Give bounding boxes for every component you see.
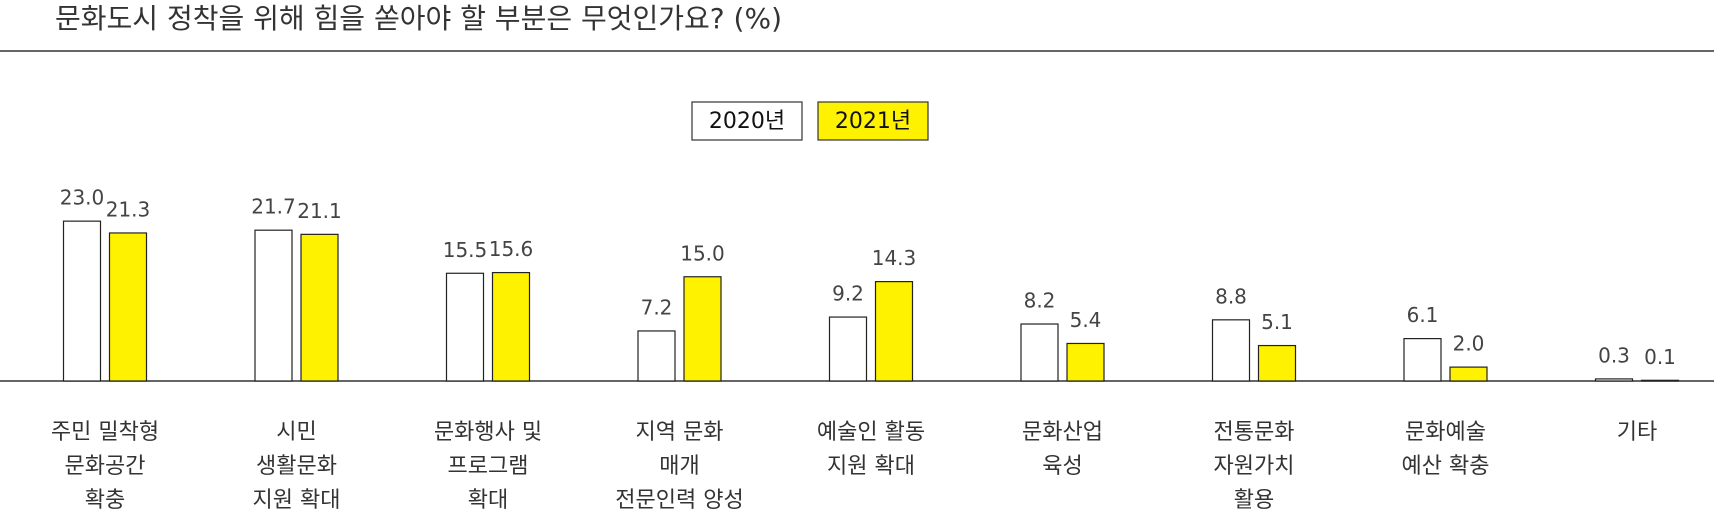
- x-tick-label: 확충: [85, 488, 125, 513]
- value-label: 5.1: [1261, 310, 1293, 334]
- value-label: 0.3: [1598, 343, 1630, 367]
- bar: [1211, 319, 1251, 382]
- x-tick-label: 자원가치: [1214, 454, 1295, 479]
- x-tick-label: 지역 문화: [636, 420, 724, 445]
- x-tick-label: 주민 밀착형: [51, 420, 159, 445]
- legend-swatch: [691, 101, 803, 141]
- x-tick-label: 문화행사 및: [434, 420, 542, 445]
- x-tick-label: 문화산업: [1022, 420, 1103, 445]
- bar: [1066, 342, 1105, 382]
- bar: [828, 316, 868, 382]
- x-tick-label: 전문인력 양성: [615, 488, 743, 513]
- legend-label: 2020년: [709, 109, 785, 134]
- x-tick-label: 지원 확대: [827, 454, 915, 479]
- value-label: 21.7: [251, 195, 296, 219]
- legend-swatch: [817, 101, 929, 141]
- bar: [1020, 323, 1059, 382]
- x-tick-label: 전통문화: [1214, 420, 1295, 445]
- x-tick-label: 기타: [1617, 420, 1657, 445]
- bar: [683, 276, 722, 382]
- bar: [445, 272, 485, 382]
- value-label: 21.3: [106, 197, 151, 221]
- bar: [637, 330, 676, 382]
- bar: [108, 232, 148, 382]
- x-tick-label: 생활문화: [256, 454, 337, 479]
- x-tick-label: 확대: [468, 488, 508, 513]
- x-tick-label: 육성: [1042, 454, 1082, 479]
- bar: [1257, 344, 1297, 382]
- bar: [1640, 379, 1680, 382]
- x-tick-label: 프로그램: [448, 454, 529, 479]
- value-label: 8.2: [1024, 289, 1056, 313]
- chart-title: 문화도시 정착을 위해 힘을 쏟아야 할 부분은 무엇인가요? (%): [55, 2, 782, 35]
- bar: [1403, 338, 1442, 382]
- bar: [254, 229, 293, 382]
- value-label: 2.0: [1453, 332, 1485, 356]
- value-label: 8.8: [1215, 284, 1247, 308]
- value-label: 21.1: [297, 199, 342, 223]
- bar: [874, 281, 914, 382]
- x-tick-label: 예산 확충: [1402, 454, 1490, 479]
- value-label: 23.0: [60, 186, 105, 210]
- x-tick-label: 매개: [659, 454, 699, 479]
- bar: [62, 220, 102, 382]
- value-label: 5.4: [1070, 308, 1102, 332]
- value-label: 9.2: [832, 282, 864, 306]
- bar: [491, 271, 531, 382]
- x-tick-label: 시민: [276, 420, 316, 445]
- value-label: 15.5: [443, 238, 488, 262]
- value-label: 14.3: [872, 246, 917, 270]
- value-label: 0.1: [1644, 345, 1676, 369]
- value-label: 15.0: [680, 241, 725, 265]
- value-label: 6.1: [1407, 303, 1439, 327]
- x-tick-label: 문화공간: [65, 454, 146, 479]
- bar: [1449, 366, 1488, 382]
- x-tick-label: 예술인 활동: [817, 420, 925, 445]
- legend-label: 2021년: [835, 109, 911, 134]
- value-label: 7.2: [641, 295, 673, 319]
- x-tick-label: 활용: [1234, 488, 1274, 513]
- bar: [1594, 378, 1634, 382]
- x-tick-label: 문화예술: [1405, 420, 1486, 445]
- value-label: 15.6: [489, 237, 534, 261]
- bar: [300, 233, 339, 382]
- x-tick-label: 지원 확대: [253, 488, 341, 513]
